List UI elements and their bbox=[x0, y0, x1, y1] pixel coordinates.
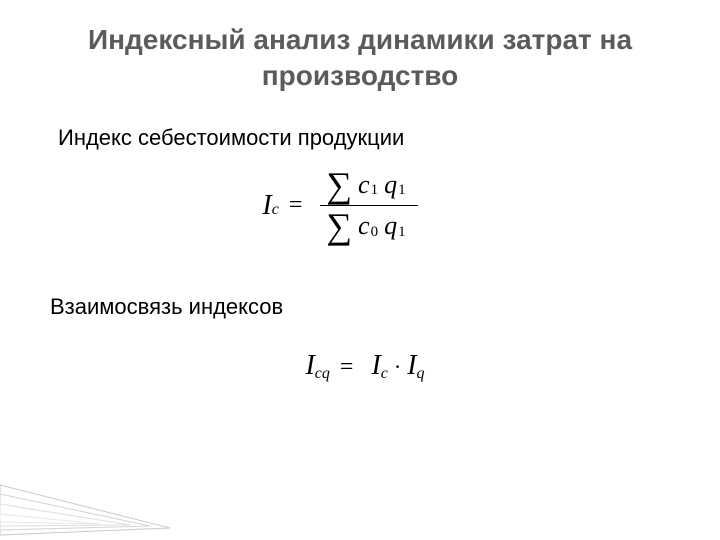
lhs-sub: c bbox=[272, 201, 279, 219]
lhs2-sub: cq bbox=[315, 365, 330, 383]
corner-decoration bbox=[0, 480, 170, 540]
r2-var: I bbox=[407, 350, 416, 382]
page-title: Индексный анализ динамики затрат на прои… bbox=[0, 0, 720, 95]
num-c-sub: 1 bbox=[371, 182, 379, 199]
lhs2-var: I bbox=[305, 350, 314, 382]
den-q-sub: 1 bbox=[398, 224, 406, 241]
equals2: = bbox=[340, 354, 354, 381]
den-c: c bbox=[358, 211, 370, 241]
den-q: q bbox=[384, 211, 397, 241]
equals-sign: = bbox=[289, 192, 303, 219]
mult-dot: · bbox=[394, 354, 401, 380]
r1-sub: c bbox=[381, 365, 388, 383]
num-c: c bbox=[358, 170, 370, 200]
r1-var: I bbox=[371, 350, 380, 382]
subheading-index-relation: Взаимосвязь индексов bbox=[0, 294, 720, 320]
sigma-den: ∑ bbox=[326, 208, 352, 244]
num-q-sub: 1 bbox=[398, 182, 406, 199]
lhs-var: I bbox=[262, 190, 271, 222]
subheading-cost-index: Индекс себестоимости продукции bbox=[0, 125, 720, 151]
formula-cost-index: Ic = ∑ c1 q1 ∑ c0 q1 bbox=[0, 165, 720, 247]
fraction: ∑ c1 q1 ∑ c0 q1 bbox=[320, 165, 417, 247]
r2-sub: q bbox=[417, 365, 425, 383]
numerator: ∑ c1 q1 bbox=[320, 165, 417, 205]
denominator: ∑ c0 q1 bbox=[320, 206, 417, 246]
num-q: q bbox=[384, 170, 397, 200]
title-line-1: Индексный анализ динамики затрат на bbox=[88, 24, 632, 55]
sigma-num: ∑ bbox=[326, 167, 352, 203]
title-line-2: производство bbox=[262, 60, 458, 91]
formula-index-relation: Icq = Ic · Iq bbox=[10, 350, 720, 382]
den-c-sub: 0 bbox=[371, 224, 379, 241]
